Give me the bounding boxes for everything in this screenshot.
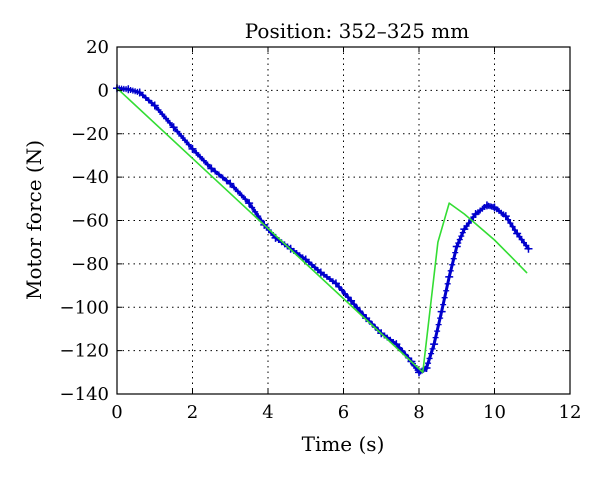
series-layer	[113, 84, 533, 377]
series-line	[116, 87, 528, 374]
data-point	[135, 88, 144, 97]
grid	[117, 47, 570, 394]
y-axis-label: Motor force (N)	[22, 140, 46, 300]
data-point	[445, 272, 454, 281]
data-point	[226, 179, 235, 188]
data-point	[471, 209, 480, 218]
series-0	[113, 84, 533, 377]
data-point	[150, 101, 159, 110]
x-tick-label: 2	[187, 402, 198, 423]
x-tick-label: 10	[483, 402, 506, 423]
data-point	[437, 307, 446, 316]
data-point	[482, 201, 491, 210]
data-point	[169, 123, 178, 132]
chart-title: Position: 352–325 mm	[245, 19, 469, 43]
data-point	[524, 244, 533, 253]
data-point	[460, 225, 469, 234]
data-point	[430, 340, 439, 349]
x-tick-label: 8	[413, 402, 424, 423]
y-tick-label: 0	[98, 80, 109, 101]
x-tick-label: 12	[559, 402, 582, 423]
y-tick-label: −20	[71, 124, 109, 145]
x-tick-label: 4	[262, 402, 273, 423]
data-point	[452, 242, 461, 251]
data-point	[301, 255, 310, 264]
y-tick-label: −140	[60, 384, 109, 405]
ticks: 0 2 4 6 8 10 12 20 0 −20 −40 −60 −80 −100 −120 −140	[60, 37, 582, 423]
data-point	[124, 85, 133, 94]
y-tick-label: −80	[71, 254, 109, 275]
y-tick-label: −60	[71, 211, 109, 232]
y-tick-label: 20	[86, 37, 109, 58]
data-point	[347, 296, 356, 305]
data-point	[490, 203, 499, 212]
y-tick-label: −100	[60, 297, 109, 318]
data-point	[245, 199, 254, 208]
series-line	[115, 86, 530, 374]
x-axis-label: Time (s)	[302, 432, 385, 456]
x-tick-label: 6	[338, 402, 349, 423]
series-1	[116, 87, 528, 374]
data-point	[501, 212, 510, 221]
data-point	[207, 164, 216, 173]
data-point	[513, 229, 522, 238]
y-tick-label: −40	[71, 167, 109, 188]
data-point	[188, 144, 197, 153]
data-point	[331, 279, 340, 288]
data-point	[316, 268, 325, 277]
x-tick-label: 0	[111, 402, 122, 423]
y-tick-label: −120	[60, 341, 109, 362]
